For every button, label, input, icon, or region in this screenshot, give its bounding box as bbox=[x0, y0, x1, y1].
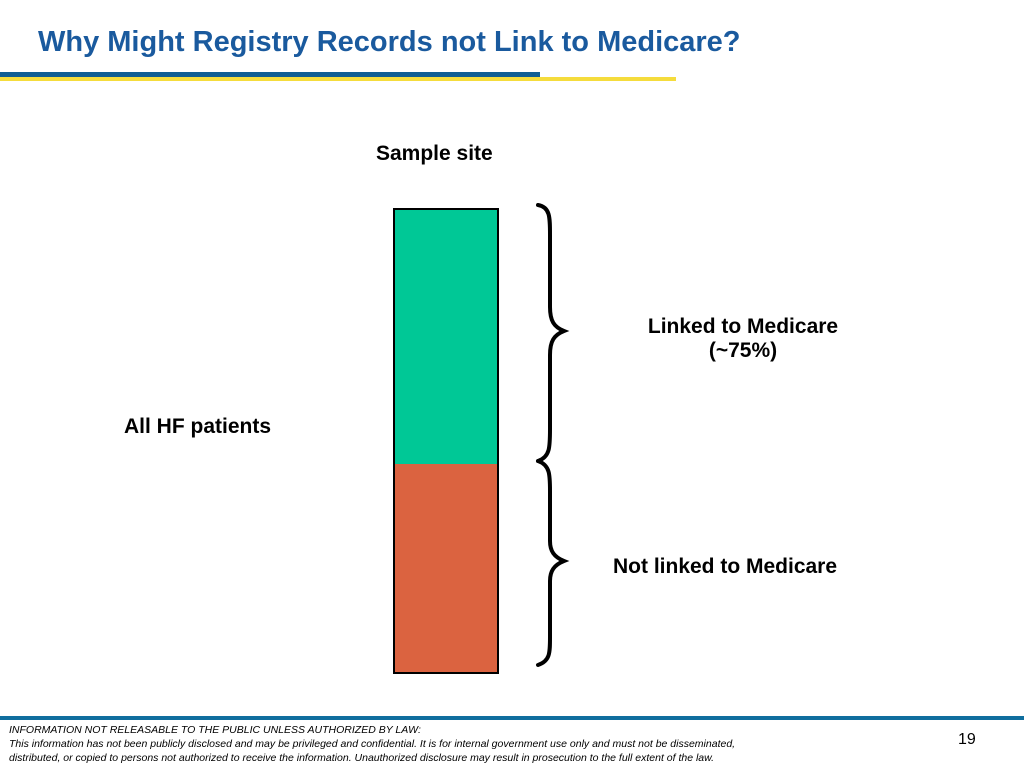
stacked-bar bbox=[393, 208, 499, 674]
brace-linked bbox=[536, 203, 570, 463]
bar-segment-linked bbox=[395, 210, 497, 464]
page-number: 19 bbox=[958, 731, 976, 748]
footer-line-3: distributed, or copied to persons not au… bbox=[9, 752, 715, 764]
title-underline-blue bbox=[0, 72, 540, 77]
footer-line-1: INFORMATION NOT RELEASABLE TO THE PUBLIC… bbox=[9, 724, 421, 736]
footer-rule bbox=[0, 716, 1024, 720]
bar-label: All HF patients bbox=[124, 415, 272, 438]
segment-label-linked-line2: (~75%) bbox=[708, 339, 778, 362]
segment-label-linked: Linked to Medicare (~75%) bbox=[632, 315, 854, 363]
segment-label-linked-line1: Linked to Medicare bbox=[647, 315, 839, 338]
footer-disclaimer: INFORMATION NOT RELEASABLE TO THE PUBLIC… bbox=[9, 723, 849, 765]
segment-braces bbox=[536, 203, 570, 667]
segment-label-not-linked: Not linked to Medicare bbox=[613, 555, 838, 578]
brace-not-linked bbox=[536, 459, 570, 667]
title-underline-yellow bbox=[0, 77, 676, 81]
column-label: Sample site bbox=[376, 142, 493, 165]
bar-segment-not-linked bbox=[395, 464, 497, 672]
slide-title: Why Might Registry Records not Link to M… bbox=[38, 26, 741, 58]
footer-line-2: This information has not been publicly d… bbox=[9, 738, 736, 750]
